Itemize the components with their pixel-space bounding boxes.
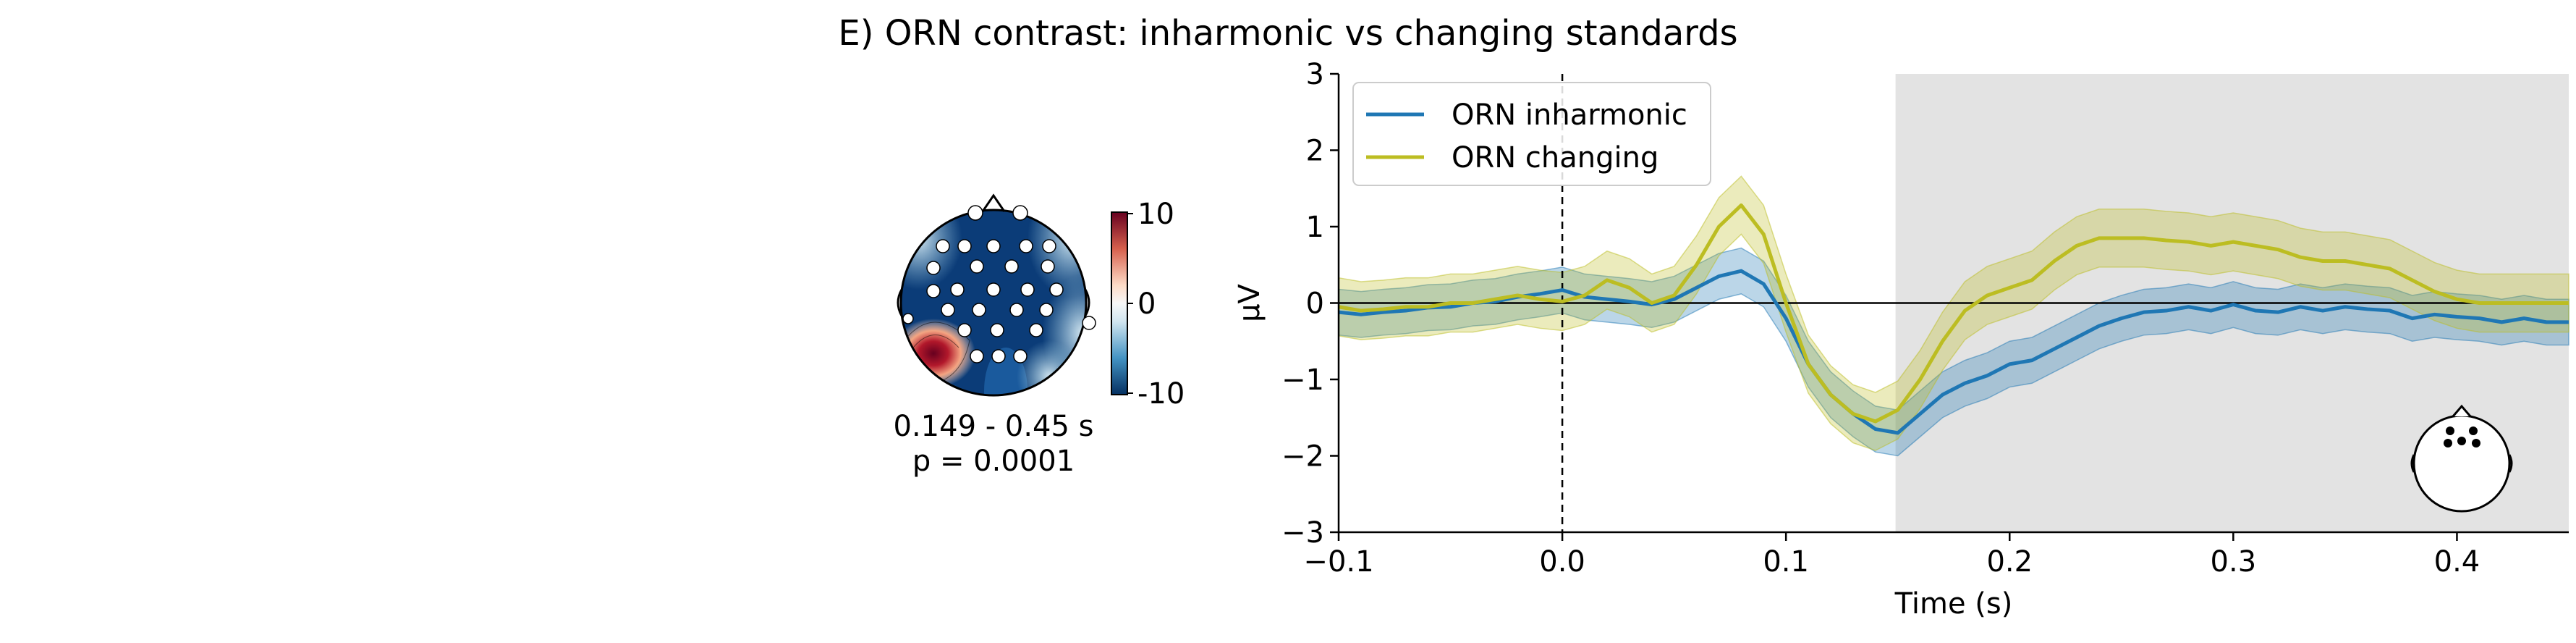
axes: −0.1 0.0 0.1 0.2 0.3 0.4 3 2 1 0 −1 −2 −3 [1281, 58, 2569, 579]
sensor-location-inset [2410, 404, 2513, 513]
y-tick-label: −1 [1281, 363, 1324, 397]
series-line-1 [1338, 203, 2569, 424]
series-line-0 [1338, 269, 2569, 435]
x-tick-label: 0.0 [1539, 545, 1585, 579]
topomap-p-value: p = 0.0001 [912, 445, 1075, 478]
y-tick-label: 2 [1306, 135, 1324, 168]
y-tick-label: 1 [1306, 211, 1324, 244]
x-tick-label: 0.3 [2211, 545, 2257, 579]
figure-title: E) ORN contrast: inharmonic vs changing … [838, 13, 1738, 54]
y-tick-label: −2 [1281, 440, 1324, 474]
topomap-time-window: 0.149 - 0.45 s [893, 410, 1094, 443]
x-tick-label: −0.1 [1303, 545, 1373, 579]
x-tick-label: 0.4 [2434, 545, 2480, 579]
y-axis-label: µV [1233, 283, 1266, 322]
legend-label-changing: ORN changing [1452, 141, 1658, 175]
x-tick-label: 0.2 [1986, 545, 2033, 579]
x-axis-label: Time (s) [1894, 587, 2013, 621]
x-tick-label: 0.1 [1763, 545, 1809, 579]
y-tick-label: 0 [1306, 287, 1324, 321]
ci-band-1 [1338, 175, 2569, 451]
y-tick-label: 3 [1306, 58, 1324, 91]
legend: ORN inharmonic ORN changing [1352, 82, 1711, 186]
y-tick-label: −3 [1281, 516, 1324, 550]
legend-label-inharmonic: ORN inharmonic [1452, 98, 1687, 132]
